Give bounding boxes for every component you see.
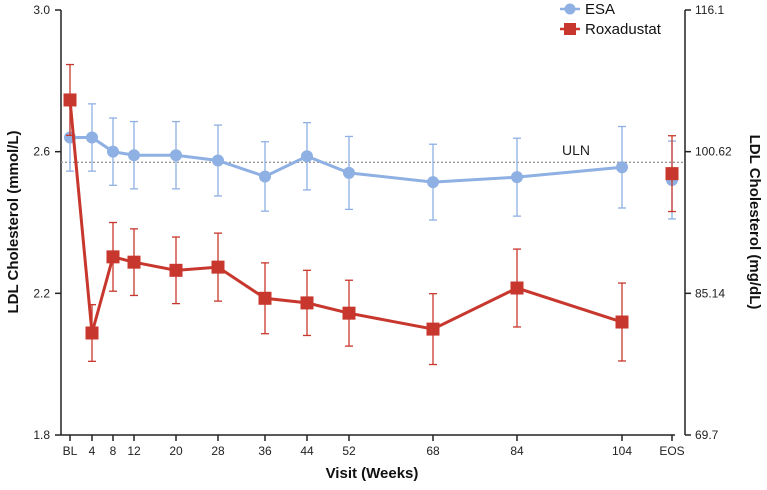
y-tick-label: 2.2: [33, 286, 50, 300]
data-point: [258, 291, 272, 305]
y-right-tick-label: 100.62: [695, 145, 732, 159]
y-tick-label: 1.8: [33, 428, 50, 442]
data-point: [106, 250, 120, 264]
axes: 3.0 116.1 2.6 100.62 2.2 85.14 1.8 69.7 BL 4 8 12 20…: [33, 3, 732, 458]
data-point: [86, 131, 98, 144]
y-right-tick-label: 85.14: [695, 286, 725, 300]
y-right-tick-label: 69.7: [695, 428, 719, 442]
x-tick-label: 8: [110, 444, 117, 458]
series-layer: [63, 63, 679, 366]
x-tick-label: 4: [89, 444, 96, 458]
legend-esa-marker: [564, 3, 576, 15]
data-point: [426, 322, 440, 336]
data-point: [169, 263, 183, 277]
data-point: [128, 149, 140, 162]
x-tick-label: 52: [342, 444, 356, 458]
data-point: [211, 260, 225, 274]
x-tick-label: 28: [211, 444, 225, 458]
y-right-tick-label: 116.1: [695, 3, 724, 17]
x-tick-label: 84: [510, 444, 524, 458]
x-tick-label: 12: [127, 444, 141, 458]
x-tick-label: 104: [612, 444, 632, 458]
x-tick-label: 44: [300, 444, 314, 458]
x-axis-title: Visit (Weeks): [326, 465, 419, 482]
data-point: [510, 281, 524, 295]
y-axis-title: LDL Cholesterol (mmol/L): [5, 130, 22, 313]
series-line: [68, 99, 623, 334]
data-point: [301, 150, 313, 163]
data-point: [616, 161, 628, 174]
data-point: [85, 326, 99, 340]
y-axis-right-title: LDL Cholesterol (mg/dL): [746, 135, 763, 310]
data-point: [615, 315, 629, 329]
data-point: [343, 166, 355, 179]
data-point: [212, 154, 224, 167]
y-tick-label: 2.6: [33, 145, 50, 159]
y-tick-label: 3.0: [33, 3, 50, 17]
legend-esa-label: ESA: [585, 1, 615, 18]
data-point: [127, 255, 141, 269]
series-roxadustat: [63, 63, 679, 366]
legend-roxadustat-label: Roxadustat: [585, 21, 662, 38]
data-point: [170, 149, 182, 162]
data-point: [63, 93, 77, 107]
x-tick-label: BL: [63, 444, 78, 458]
data-point: [107, 145, 119, 158]
x-tick-label: 20: [169, 444, 183, 458]
uln-label: ULN: [562, 142, 590, 158]
data-point: [300, 296, 314, 310]
data-point: [259, 170, 271, 183]
legend-roxadustat-marker: [564, 23, 576, 35]
x-tick-label: EOS: [659, 444, 684, 458]
legend: ESA Roxadustat: [560, 1, 662, 38]
x-tick-label: 68: [426, 444, 440, 458]
data-point: [511, 171, 523, 184]
data-point: [342, 306, 356, 320]
data-point: [427, 176, 439, 189]
x-tick-label: 36: [258, 444, 272, 458]
data-point: [665, 167, 679, 181]
